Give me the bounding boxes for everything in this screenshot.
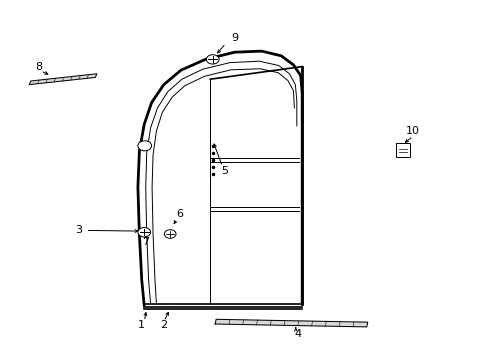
Circle shape bbox=[206, 55, 219, 64]
Circle shape bbox=[138, 228, 150, 237]
Text: 3: 3 bbox=[75, 225, 81, 235]
Bar bbox=[395, 143, 409, 157]
Text: 1: 1 bbox=[138, 320, 145, 330]
Circle shape bbox=[138, 141, 151, 151]
Text: 10: 10 bbox=[406, 126, 419, 136]
Text: 7: 7 bbox=[142, 237, 149, 247]
Circle shape bbox=[164, 230, 176, 238]
Text: 6: 6 bbox=[176, 209, 183, 219]
Text: 2: 2 bbox=[160, 320, 167, 330]
Text: 9: 9 bbox=[231, 33, 238, 43]
Polygon shape bbox=[29, 74, 97, 85]
Polygon shape bbox=[215, 319, 367, 327]
Text: 8: 8 bbox=[36, 62, 42, 72]
Text: 5: 5 bbox=[221, 166, 228, 176]
Text: 4: 4 bbox=[294, 329, 301, 339]
